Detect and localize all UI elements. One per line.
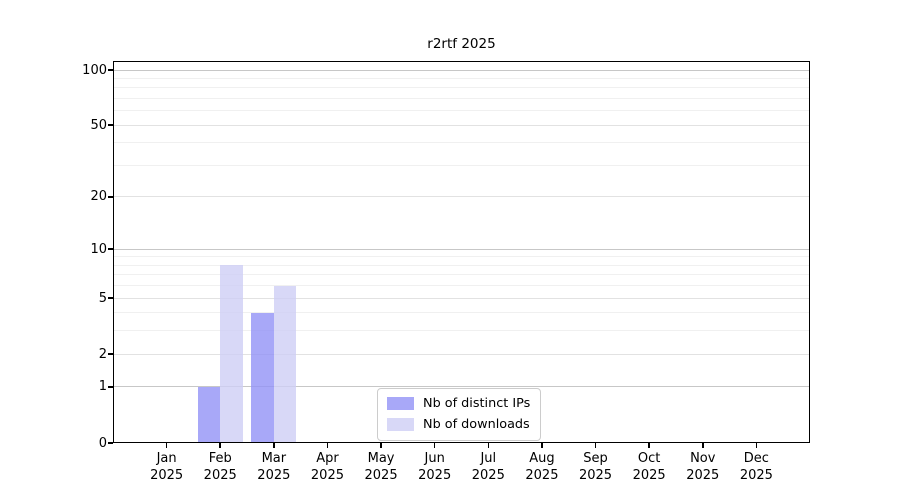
x-tick-Dec [755, 443, 758, 448]
y-tick-10 [107, 248, 113, 250]
gridline-minor [113, 264, 810, 266]
x-tick-month: Feb [208, 451, 232, 466]
gridline-2 [113, 353, 810, 355]
y-tick-label-20: 20 [90, 189, 107, 205]
y-tick-100 [107, 69, 113, 71]
x-tick-label-Nov: Nov 2025 [671, 450, 735, 484]
x-tick-year: 2025 [632, 468, 666, 483]
x-tick-month: May [367, 451, 395, 466]
y-tick-2 [107, 353, 113, 355]
gridline-minor [113, 164, 810, 166]
plot-area: Nb of distinct IPs Nb of downloads [113, 61, 810, 443]
x-tick-Oct [648, 443, 650, 448]
x-tick-label-Jul: Jul 2025 [456, 450, 520, 484]
gridline-10 [113, 248, 810, 250]
x-tick-label-Jan: Jan 2025 [135, 450, 199, 484]
gridline-5 [113, 297, 810, 299]
y-tick-1 [107, 386, 113, 388]
x-tick-year: 2025 [150, 468, 184, 483]
bar-downloads-Mar [273, 285, 297, 443]
y-tick-20 [107, 196, 113, 198]
x-tick-month: Sep [583, 451, 608, 466]
gridline-minor [113, 285, 810, 287]
gridline-100 [113, 69, 810, 71]
x-tick-year: 2025 [471, 468, 505, 483]
legend-label-downloads: Nb of downloads [423, 417, 530, 432]
x-tick-label-Jun: Jun 2025 [403, 450, 467, 484]
y-tick-0 [107, 442, 113, 444]
x-tick-month: Oct [637, 451, 661, 466]
y-tick-label-100: 100 [82, 62, 107, 78]
x-tick-label-Feb: Feb 2025 [188, 450, 252, 484]
y-tick-label-5: 5 [98, 290, 107, 306]
x-tick-label-Apr: Apr 2025 [295, 450, 359, 484]
y-tick-5 [107, 297, 113, 299]
bar-downloads-Feb [220, 265, 243, 443]
x-tick-Mar [273, 443, 275, 448]
x-tick-year: 2025 [257, 468, 291, 483]
gridline-50 [113, 124, 810, 126]
gridline-20 [113, 196, 810, 198]
gridline-minor [113, 142, 810, 144]
x-tick-year: 2025 [739, 468, 773, 483]
gridline-minor [113, 97, 810, 99]
gridline-minor [113, 312, 810, 314]
y-tick-label-2: 2 [98, 346, 107, 362]
x-tick-Jul [487, 443, 490, 448]
y-tick-label-50: 50 [90, 117, 107, 133]
x-tick-year: 2025 [364, 468, 398, 483]
x-tick-Aug [541, 443, 543, 448]
x-tick-Apr [326, 443, 329, 448]
x-tick-month: Nov [690, 451, 716, 466]
x-tick-label-Oct: Oct 2025 [617, 450, 681, 484]
x-tick-year: 2025 [203, 468, 237, 483]
x-tick-month: Apr [316, 451, 339, 466]
x-tick-year: 2025 [686, 468, 720, 483]
x-tick-month: Jul [480, 451, 497, 466]
x-tick-year: 2025 [418, 468, 452, 483]
x-tick-year: 2025 [310, 468, 344, 483]
gridline-minor [113, 256, 810, 258]
gridline-1 [113, 386, 810, 388]
x-tick-label-Mar: Mar 2025 [242, 450, 306, 484]
chart-title: r2rtf 2025 [427, 36, 496, 52]
x-tick-month: Aug [529, 451, 555, 466]
x-tick-Jun [433, 443, 436, 448]
gridline-minor [113, 77, 810, 79]
x-tick-month: Jun [424, 451, 445, 466]
gridline-minor [113, 330, 810, 332]
x-tick-month: Mar [261, 451, 287, 466]
legend: Nb of distinct IPs Nb of downloads [377, 388, 542, 441]
x-tick-month: Dec [743, 451, 769, 466]
y-tick-50 [107, 124, 113, 127]
gridline-minor [113, 87, 810, 89]
x-tick-month: Jan [156, 451, 177, 466]
legend-swatch-distinct-ips [387, 397, 414, 410]
x-tick-year: 2025 [578, 468, 613, 483]
x-tick-label-Aug: Aug 2025 [510, 450, 574, 484]
legend-entry-downloads: Nb of downloads [387, 417, 530, 432]
gridline-minor [113, 110, 810, 112]
x-tick-label-Dec: Dec 2025 [724, 450, 788, 484]
legend-swatch-downloads [387, 418, 414, 431]
x-tick-Jan [165, 443, 168, 448]
legend-label-distinct-ips: Nb of distinct IPs [423, 396, 531, 411]
x-tick-label-May: May 2025 [349, 450, 413, 484]
x-tick-Sep [594, 443, 597, 448]
bar-ips-Mar [251, 312, 274, 443]
x-tick-Nov [701, 443, 704, 448]
x-tick-label-Sep: Sep 2025 [564, 450, 628, 484]
y-tick-label-1: 1 [98, 379, 107, 395]
y-tick-label-10: 10 [90, 241, 107, 257]
gridline-minor [113, 274, 810, 276]
bar-ips-Feb [197, 386, 221, 443]
legend-entry-distinct-ips: Nb of distinct IPs [387, 396, 530, 411]
x-tick-Feb [219, 443, 222, 448]
x-tick-year: 2025 [525, 468, 559, 483]
x-tick-May [380, 443, 382, 448]
y-tick-label-0: 0 [98, 435, 107, 451]
